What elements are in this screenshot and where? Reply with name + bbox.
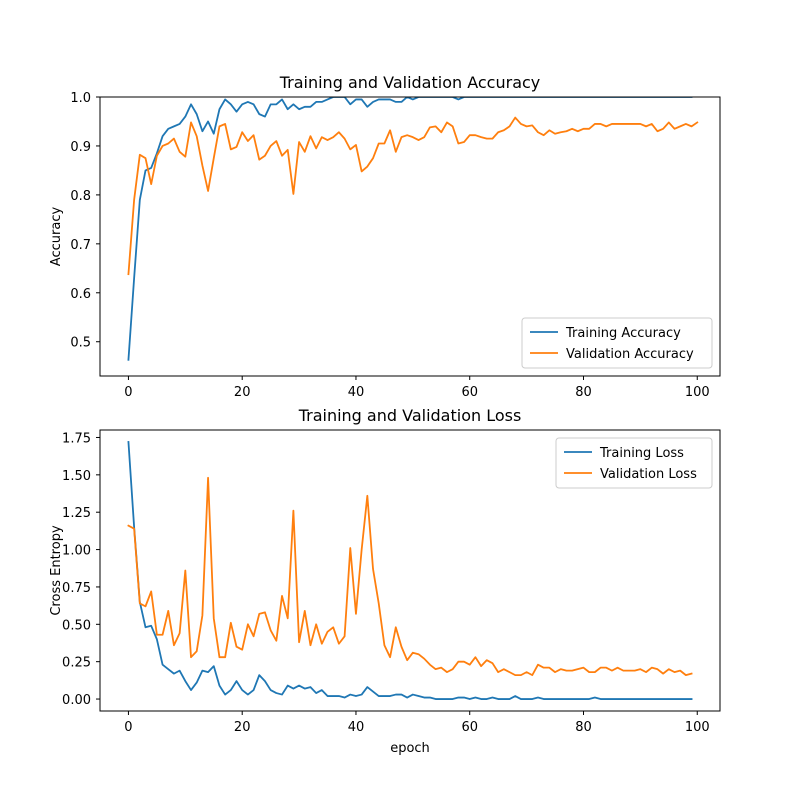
- legend-entry: Validation Loss: [600, 467, 697, 482]
- y-axis-label: Cross Entropy: [49, 525, 64, 616]
- plots-container: Training and Validation Accuracy 0 20 40 60 8…: [49, 73, 721, 756]
- series-line-validation-loss: [127, 476, 693, 677]
- series-line-validation-accuracy: [127, 116, 699, 276]
- x-tick-label: 100: [685, 385, 710, 400]
- y-tick-label: 1.0: [70, 91, 91, 106]
- x-tick-label: 20: [234, 720, 251, 735]
- y-tick-label: 0.75: [62, 581, 91, 596]
- chart-title: Training and Validation Accuracy: [279, 73, 541, 92]
- chart-1: Training and Validation Loss 0 20 40 60 80 100…: [49, 406, 721, 756]
- x-tick-label: 0: [124, 385, 132, 400]
- y-tick-label: 0.8: [70, 189, 91, 204]
- x-tick-label: 60: [461, 385, 478, 400]
- y-tick-label: 0.5: [70, 336, 91, 351]
- legend: Training Accuracy Validation Accuracy: [521, 317, 713, 369]
- chart-0: Training and Validation Accuracy 0 20 40 60 8…: [49, 73, 721, 400]
- legend: Training Loss Validation Loss: [555, 437, 713, 489]
- y-tick-label: 1.00: [62, 544, 91, 559]
- axes-frame: [99, 429, 721, 712]
- x-axis-label: epoch: [390, 741, 430, 756]
- legend-entry: Training Accuracy: [565, 326, 681, 341]
- legend-box: [521, 317, 713, 369]
- y-tick-label: 0.25: [62, 656, 91, 671]
- y-tick-label: 0.00: [62, 693, 91, 708]
- legend-entry: Training Loss: [599, 446, 684, 461]
- y-tick-label: 0.50: [62, 618, 91, 633]
- y-tick-label: 0.7: [70, 238, 91, 253]
- x-tick-label: 80: [575, 720, 592, 735]
- series-line-training-accuracy: [127, 97, 693, 361]
- y-tick-label: 0.6: [70, 287, 91, 302]
- axes-frame: [99, 96, 721, 377]
- x-tick-label: 20: [234, 385, 251, 400]
- series-line-training-loss: [127, 441, 693, 700]
- x-tick-label: 40: [348, 385, 365, 400]
- y-tick-label: 0.9: [70, 140, 91, 155]
- y-tick-label: 1.75: [62, 431, 91, 446]
- x-tick-label: 80: [575, 385, 592, 400]
- series-group: [127, 441, 693, 700]
- x-tick-label: 100: [685, 720, 710, 735]
- x-tick-label: 40: [348, 720, 365, 735]
- legend-entry: Validation Accuracy: [566, 347, 694, 362]
- y-axis-label: Accuracy: [49, 207, 64, 267]
- x-tick-label: 60: [461, 720, 478, 735]
- y-tick-label: 1.25: [62, 506, 91, 521]
- chart-title: Training and Validation Loss: [298, 406, 522, 425]
- x-tick-label: 0: [124, 720, 132, 735]
- y-tick-label: 1.50: [62, 469, 91, 484]
- series-group: [127, 97, 699, 361]
- legend-box: [555, 437, 713, 489]
